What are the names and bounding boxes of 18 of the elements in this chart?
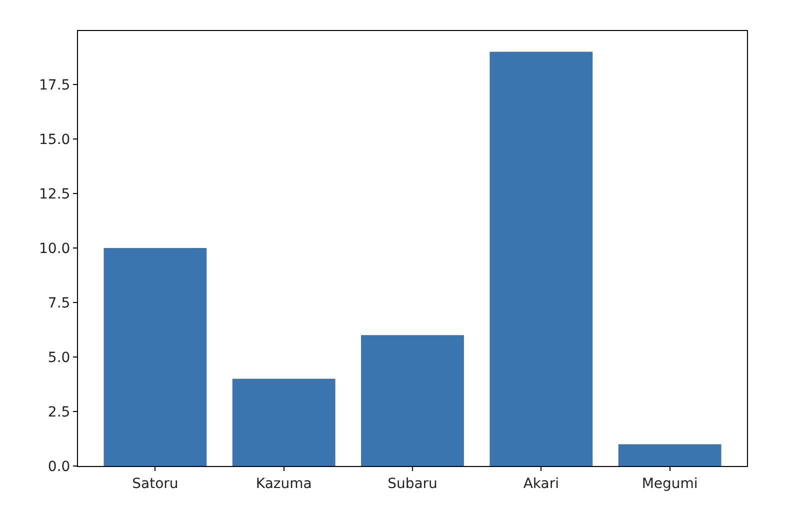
x-tick-label: Subaru	[388, 476, 438, 492]
y-tick-label: 12.5	[39, 186, 70, 202]
bar	[618, 444, 722, 466]
y-tick-label: 2.5	[48, 404, 70, 420]
y-tick-label: 10.0	[39, 240, 70, 257]
y-tick-label: 17.5	[39, 77, 70, 94]
x-tick-label: Satoru	[132, 476, 178, 492]
y-tick-label: 15.0	[39, 132, 70, 148]
y-tick-label: 7.5	[48, 295, 70, 312]
bar	[490, 52, 593, 466]
x-tick-label: Megumi	[642, 476, 698, 492]
y-tick-label: 5.0	[48, 350, 70, 366]
x-tick-label: Kazuma	[256, 476, 312, 492]
y-tick-label: 0.0	[48, 458, 70, 475]
x-tick-label: Akari	[523, 476, 559, 492]
bar	[361, 335, 464, 466]
bar	[232, 378, 336, 466]
bar	[104, 248, 207, 466]
